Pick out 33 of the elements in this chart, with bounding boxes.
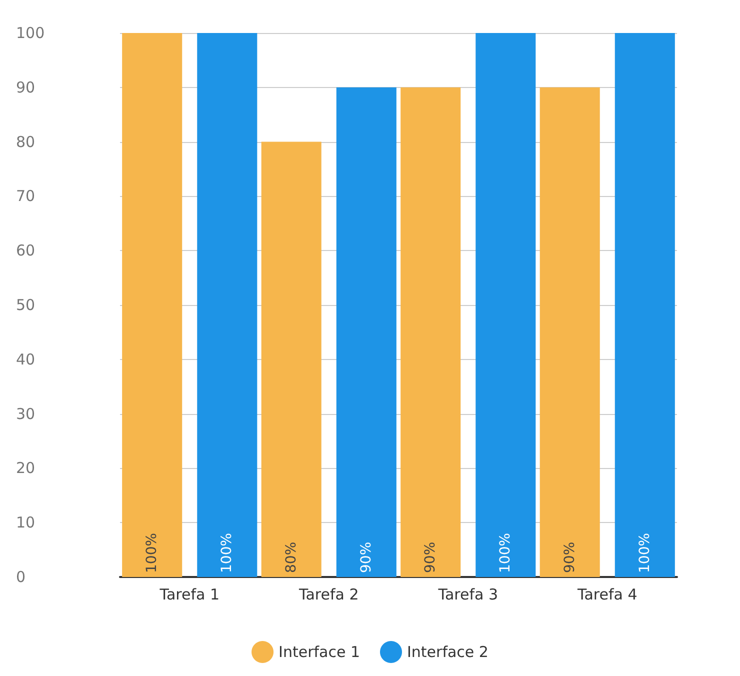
y-tick-label: 100: [16, 24, 45, 42]
y-tick-label: 60: [16, 242, 36, 260]
bar: [540, 87, 600, 577]
legend-label: Interface 1: [278, 643, 360, 661]
y-tick-label: 40: [16, 350, 36, 368]
y-tick-label: 30: [16, 404, 36, 423]
x-tick-label: Tarefa 2: [298, 586, 359, 604]
x-tick-label: Tarefa 1: [158, 586, 220, 604]
legend-label: Interface 2: [407, 643, 488, 661]
data-label: 100%: [144, 532, 160, 573]
data-label: 90%: [562, 542, 578, 573]
data-label: 90%: [358, 542, 374, 573]
data-label: 100%: [636, 532, 653, 573]
x-tick-label: Tarefa 3: [437, 586, 498, 604]
bar: [336, 87, 396, 577]
bar: [197, 33, 258, 577]
y-tick-label: 80: [16, 132, 36, 151]
y-tick-label: 0: [16, 568, 26, 586]
bar: [122, 33, 182, 577]
x-tick-label: Tarefa 4: [576, 586, 638, 604]
y-tick-label: 10: [16, 514, 36, 532]
y-tick-label: 20: [16, 459, 36, 478]
bar: [614, 33, 675, 577]
bar: [476, 33, 536, 577]
y-tick-label: 70: [16, 187, 36, 206]
bar: [261, 142, 322, 577]
data-label: 100%: [219, 532, 236, 573]
data-label: 100%: [498, 532, 514, 573]
y-tick-label: 90: [16, 78, 36, 96]
y-tick-label: 50: [16, 296, 36, 314]
data-label: 80%: [283, 542, 300, 573]
bar: [400, 87, 461, 577]
data-label: 90%: [422, 542, 439, 573]
